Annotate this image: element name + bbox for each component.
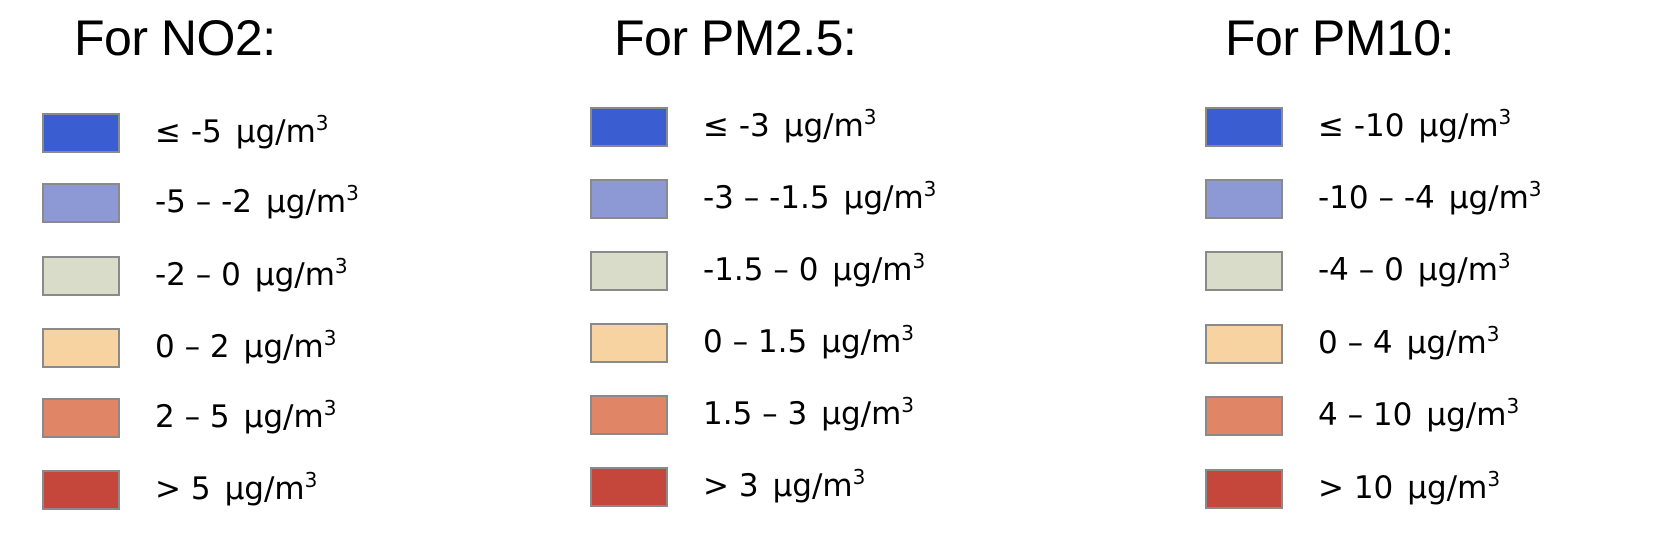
unit-label: µg/m3 — [225, 471, 318, 507]
color-swatch — [42, 470, 120, 510]
unit-label: µg/m3 — [821, 396, 914, 432]
unit-label: µg/m3 — [844, 180, 937, 216]
range-value: -1.5 – 0 — [703, 252, 818, 288]
range-label: 0 – 4 µg/m3 — [1318, 322, 1499, 364]
range-value: ≤ -10 — [1318, 108, 1404, 144]
color-swatch — [42, 113, 120, 153]
range-label: 0 – 2 µg/m3 — [155, 326, 336, 368]
range-label: 2 – 5 µg/m3 — [155, 396, 336, 438]
range-value: -3 – -1.5 — [703, 180, 830, 216]
range-value: 0 – 1.5 — [703, 324, 807, 360]
range-value: -10 – -4 — [1318, 180, 1435, 216]
unit-label: µg/m3 — [244, 399, 337, 435]
range-label: 1.5 – 3 µg/m3 — [703, 393, 914, 435]
color-swatch — [42, 183, 120, 223]
unit-label: µg/m3 — [773, 468, 866, 504]
unit-label: µg/m3 — [832, 252, 925, 288]
color-swatch — [1205, 179, 1283, 219]
range-value: > 3 — [703, 468, 759, 504]
range-label: -10 – -4 µg/m3 — [1318, 177, 1542, 219]
unit-label: µg/m3 — [1426, 397, 1519, 433]
range-value: -4 – 0 — [1318, 252, 1404, 288]
range-label: -2 – 0 µg/m3 — [155, 254, 348, 296]
legend-no2: For NO2: ≤ -5 µg/m3 -5 – -2 µg/m3 -2 – 0 µg… — [42, 0, 522, 550]
unit-label: µg/m3 — [1418, 108, 1511, 144]
legend-pm25: For PM2.5: ≤ -3 µg/m3 -3 – -1.5 µg/m3 -1.5… — [590, 0, 1110, 550]
range-label: -1.5 – 0 µg/m3 — [703, 249, 925, 291]
range-value: > 10 — [1318, 470, 1393, 506]
legend-pm10: For PM10: ≤ -10 µg/m3 -10 – -4 µg/m3 -4 – … — [1205, 0, 1645, 550]
unit-label: µg/m3 — [266, 184, 359, 220]
color-swatch — [1205, 251, 1283, 291]
range-value: ≤ -5 — [155, 114, 222, 150]
color-swatch — [42, 256, 120, 296]
color-swatch — [1205, 396, 1283, 436]
range-value: 0 – 4 — [1318, 325, 1393, 361]
legend-title: For NO2: — [74, 8, 276, 68]
color-swatch — [590, 179, 668, 219]
range-value: 4 – 10 — [1318, 397, 1412, 433]
color-swatch — [42, 328, 120, 368]
range-label: > 10 µg/m3 — [1318, 467, 1500, 509]
range-label: ≤ -3 µg/m3 — [703, 105, 877, 147]
unit-label: µg/m3 — [821, 324, 914, 360]
unit-label: µg/m3 — [236, 114, 329, 150]
unit-label: µg/m3 — [255, 257, 348, 293]
unit-label: µg/m3 — [1418, 252, 1511, 288]
legend-title: For PM10: — [1225, 8, 1454, 68]
unit-label: µg/m3 — [1449, 180, 1542, 216]
color-swatch — [590, 251, 668, 291]
color-swatch — [1205, 107, 1283, 147]
range-value: 1.5 – 3 — [703, 396, 807, 432]
range-label: ≤ -5 µg/m3 — [155, 111, 329, 153]
color-swatch — [42, 398, 120, 438]
range-value: -5 – -2 — [155, 184, 252, 220]
color-swatch — [1205, 324, 1283, 364]
unit-label: µg/m3 — [784, 108, 877, 144]
range-value: 0 – 2 — [155, 329, 230, 365]
range-label: -4 – 0 µg/m3 — [1318, 249, 1511, 291]
unit-label: µg/m3 — [1407, 325, 1500, 361]
range-value: -2 – 0 — [155, 257, 241, 293]
range-label: > 5 µg/m3 — [155, 468, 317, 510]
color-swatch — [590, 395, 668, 435]
range-value: 2 – 5 — [155, 399, 230, 435]
range-label: -5 – -2 µg/m3 — [155, 181, 359, 223]
color-swatch — [590, 107, 668, 147]
legend-title: For PM2.5: — [614, 8, 856, 68]
range-label: ≤ -10 µg/m3 — [1318, 105, 1511, 147]
unit-label: µg/m3 — [244, 329, 337, 365]
range-label: 4 – 10 µg/m3 — [1318, 394, 1519, 436]
range-label: 0 – 1.5 µg/m3 — [703, 321, 914, 363]
color-swatch — [590, 467, 668, 507]
color-swatch — [1205, 469, 1283, 509]
range-label: -3 – -1.5 µg/m3 — [703, 177, 936, 219]
range-label: > 3 µg/m3 — [703, 465, 865, 507]
range-value: > 5 — [155, 471, 211, 507]
unit-label: µg/m3 — [1407, 470, 1500, 506]
color-swatch — [590, 323, 668, 363]
range-value: ≤ -3 — [703, 108, 770, 144]
